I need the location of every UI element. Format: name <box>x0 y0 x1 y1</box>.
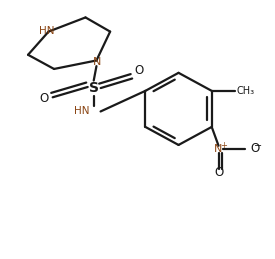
Text: −: − <box>254 141 262 151</box>
Text: N: N <box>93 57 101 67</box>
Text: HN: HN <box>39 26 55 36</box>
Text: O: O <box>251 142 260 155</box>
Text: O: O <box>134 64 144 77</box>
Text: O: O <box>39 92 49 105</box>
Text: O: O <box>214 166 223 179</box>
Text: +: + <box>220 141 227 150</box>
Text: S: S <box>89 81 99 95</box>
Text: HN: HN <box>74 106 90 117</box>
Text: N: N <box>214 144 223 154</box>
Text: CH₃: CH₃ <box>236 86 254 96</box>
